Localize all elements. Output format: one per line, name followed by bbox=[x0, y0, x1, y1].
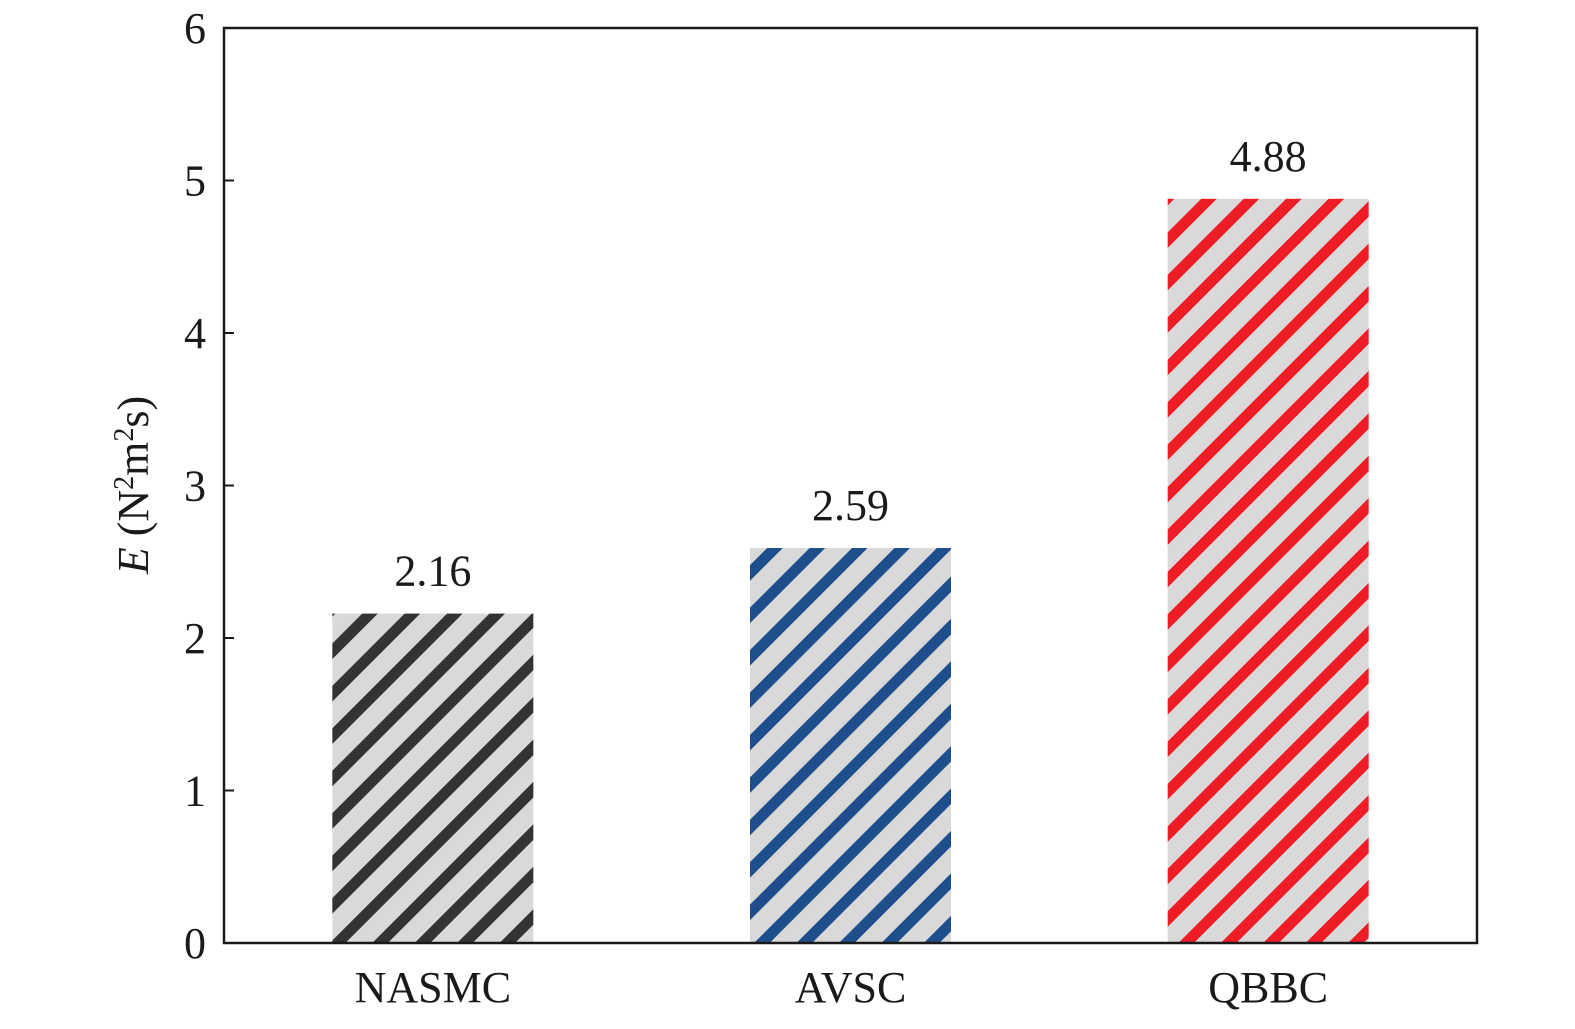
x-axis: NASMC AVSC QBBC bbox=[355, 963, 1328, 1012]
y-tick-label: 0 bbox=[184, 919, 206, 968]
bar-qbbc bbox=[1167, 198, 1369, 944]
bar-avsc bbox=[750, 548, 951, 943]
bar-nasmc bbox=[332, 613, 534, 943]
value-label-qbbc: 4.88 bbox=[1230, 132, 1307, 181]
x-tick-label-qbbc: QBBC bbox=[1208, 963, 1328, 1012]
x-tick-label-nasmc: NASMC bbox=[355, 963, 512, 1012]
y-axis-unit-exp2: 2 bbox=[109, 428, 140, 442]
y-axis-label: E (N2m2s) bbox=[109, 396, 159, 575]
value-label-nasmc: 2.16 bbox=[394, 547, 471, 596]
y-tick-label: 4 bbox=[184, 309, 206, 358]
bars-layer bbox=[332, 198, 1369, 944]
x-tick-label-avsc: AVSC bbox=[795, 963, 907, 1012]
y-tick-label: 1 bbox=[184, 767, 206, 816]
y-tick-label: 2 bbox=[184, 614, 206, 663]
y-tick-label: 6 bbox=[184, 4, 206, 53]
value-labels: 2.16 2.59 4.88 bbox=[394, 132, 1306, 596]
y-axis-symbol: E bbox=[109, 547, 158, 575]
y-axis-unit-exp1: 2 bbox=[109, 476, 140, 490]
y-tick-label: 3 bbox=[184, 462, 206, 511]
y-axis-unit-close: s) bbox=[109, 396, 158, 428]
y-axis-unit-open: (N bbox=[109, 490, 158, 547]
y-axis: 0 1 2 3 4 5 6 bbox=[184, 4, 234, 968]
y-tick-label: 5 bbox=[184, 157, 206, 206]
y-axis-unit-mid: m bbox=[109, 442, 158, 476]
value-label-avsc: 2.59 bbox=[812, 481, 889, 530]
